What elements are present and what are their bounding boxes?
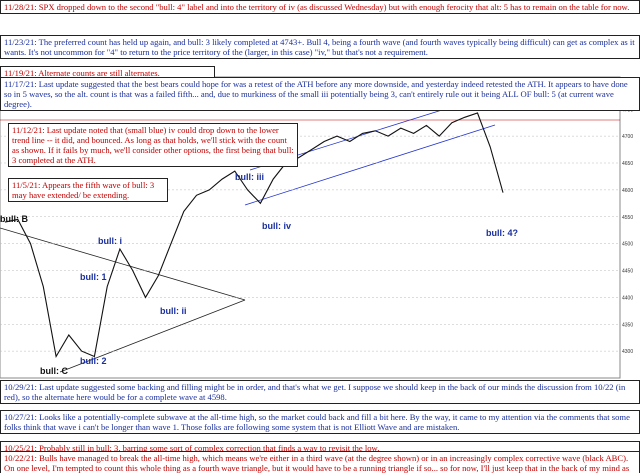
y-tick-label: 4500 bbox=[622, 242, 633, 248]
annotation: 11/28/21: SPX dropped down to the second… bbox=[0, 0, 640, 14]
trend-line bbox=[59, 299, 246, 373]
wave-label: bull: iii bbox=[235, 172, 264, 182]
wave-label: bull: i bbox=[98, 236, 122, 246]
y-tick-label: 4650 bbox=[622, 161, 633, 167]
wave-label: bull: 2 bbox=[80, 356, 107, 366]
annotation: 10/29/21: Last update suggested some bac… bbox=[0, 380, 640, 404]
annotation: 11/5/21: Appears the fifth wave of bull:… bbox=[8, 178, 168, 202]
y-tick-label: 4550 bbox=[622, 215, 633, 221]
y-tick-label: 4600 bbox=[622, 188, 633, 194]
y-tick-label: 4400 bbox=[622, 295, 633, 301]
annotation: 11/17/21: Last update suggested that the… bbox=[0, 77, 640, 111]
wave-label: bull: 1 bbox=[80, 272, 107, 282]
channel-line bbox=[244, 124, 496, 206]
wave-label: bull: C bbox=[40, 366, 68, 376]
y-tick-label: 4300 bbox=[622, 349, 633, 355]
y-tick-label: 4450 bbox=[622, 269, 633, 275]
price-line bbox=[4, 112, 504, 359]
annotation: 11/12/21: Last update noted that (small … bbox=[8, 123, 298, 167]
wave-label: bull: ii bbox=[160, 306, 187, 316]
wave-label: bull: 4? bbox=[486, 228, 518, 238]
annotation: 10/22/21: Bulls have managed to break th… bbox=[0, 451, 640, 473]
annotation: 11/23/21: The preferred count has held u… bbox=[0, 35, 640, 59]
wave-label: bull: iv bbox=[262, 221, 291, 231]
y-tick-label: 4700 bbox=[622, 134, 633, 140]
wave-label: bull: B bbox=[0, 214, 28, 224]
y-tick-label: 4350 bbox=[622, 322, 633, 328]
trend-line bbox=[0, 227, 246, 301]
annotation: 10/27/21: Looks like a potentially-compl… bbox=[0, 410, 640, 434]
